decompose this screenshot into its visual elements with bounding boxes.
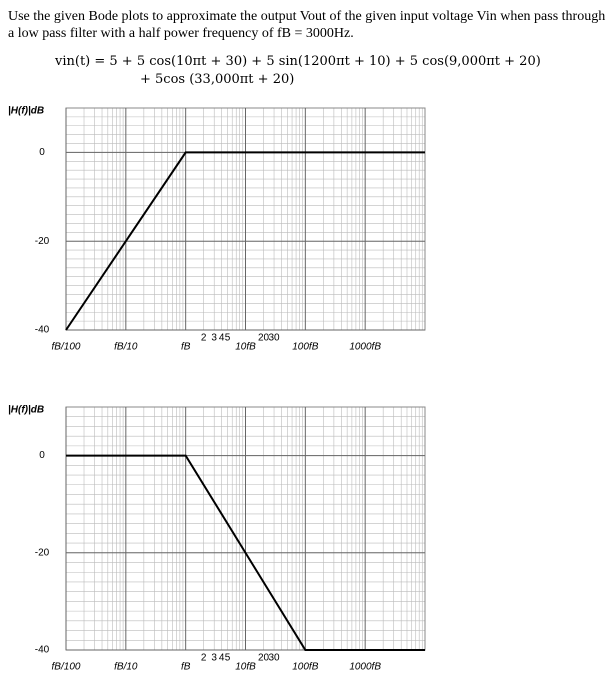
y-tick-label: -20 xyxy=(35,547,50,558)
y-tick-label: -40 xyxy=(35,645,50,656)
x-tick-label: 100fB xyxy=(292,662,318,673)
x-tick-label: fB/100 xyxy=(52,342,81,353)
problem-text: Use the given Bode plots to approximate … xyxy=(8,9,606,41)
x-tick-label: fB/100 xyxy=(52,662,81,673)
x-minor-tick-label: 20 xyxy=(258,653,270,664)
equation-line: vin(t) = 5 + 5 cos(10πt + 30) + 5 sin(12… xyxy=(55,54,541,69)
x-minor-tick-label: 3 xyxy=(211,653,217,664)
y-tick-label: 0 xyxy=(39,450,45,461)
x-minor-tick-label: 2 xyxy=(201,653,207,664)
x-minor-tick-label: 2 xyxy=(201,333,207,344)
x-minor-tick-label: 5 xyxy=(225,653,231,664)
response-line xyxy=(66,454,425,651)
x-minor-tick-label: 20 xyxy=(258,333,270,344)
x-tick-label: fB xyxy=(181,662,191,673)
x-tick-label: 10fB xyxy=(235,662,256,673)
x-tick-label: 1000fB xyxy=(349,662,381,673)
y-tick-label: 0 xyxy=(39,147,45,158)
y-axis-label: |H(f)|dB xyxy=(8,106,44,117)
x-tick-label: fB/10 xyxy=(114,342,138,353)
x-minor-tick-label: 4 xyxy=(219,653,225,664)
x-minor-tick-label: 4 xyxy=(219,333,225,344)
x-tick-label: fB xyxy=(181,342,191,353)
x-minor-tick-label: 30 xyxy=(268,653,280,664)
x-tick-label: 100fB xyxy=(292,342,318,353)
y-axis-label: |H(f)|dB xyxy=(8,405,44,416)
y-tick-label: -20 xyxy=(35,236,50,247)
y-tick-label: -40 xyxy=(35,325,50,336)
x-tick-label: 1000fB xyxy=(349,342,381,353)
x-minor-tick-label: 5 xyxy=(225,333,231,344)
x-tick-label: 10fB xyxy=(235,342,256,353)
equation-line: + 5cos (33,000πt + 20) xyxy=(140,72,295,87)
x-tick-label: fB/10 xyxy=(114,662,138,673)
x-minor-tick-label: 3 xyxy=(211,333,217,344)
x-minor-tick-label: 30 xyxy=(268,333,280,344)
response-line xyxy=(65,151,425,331)
